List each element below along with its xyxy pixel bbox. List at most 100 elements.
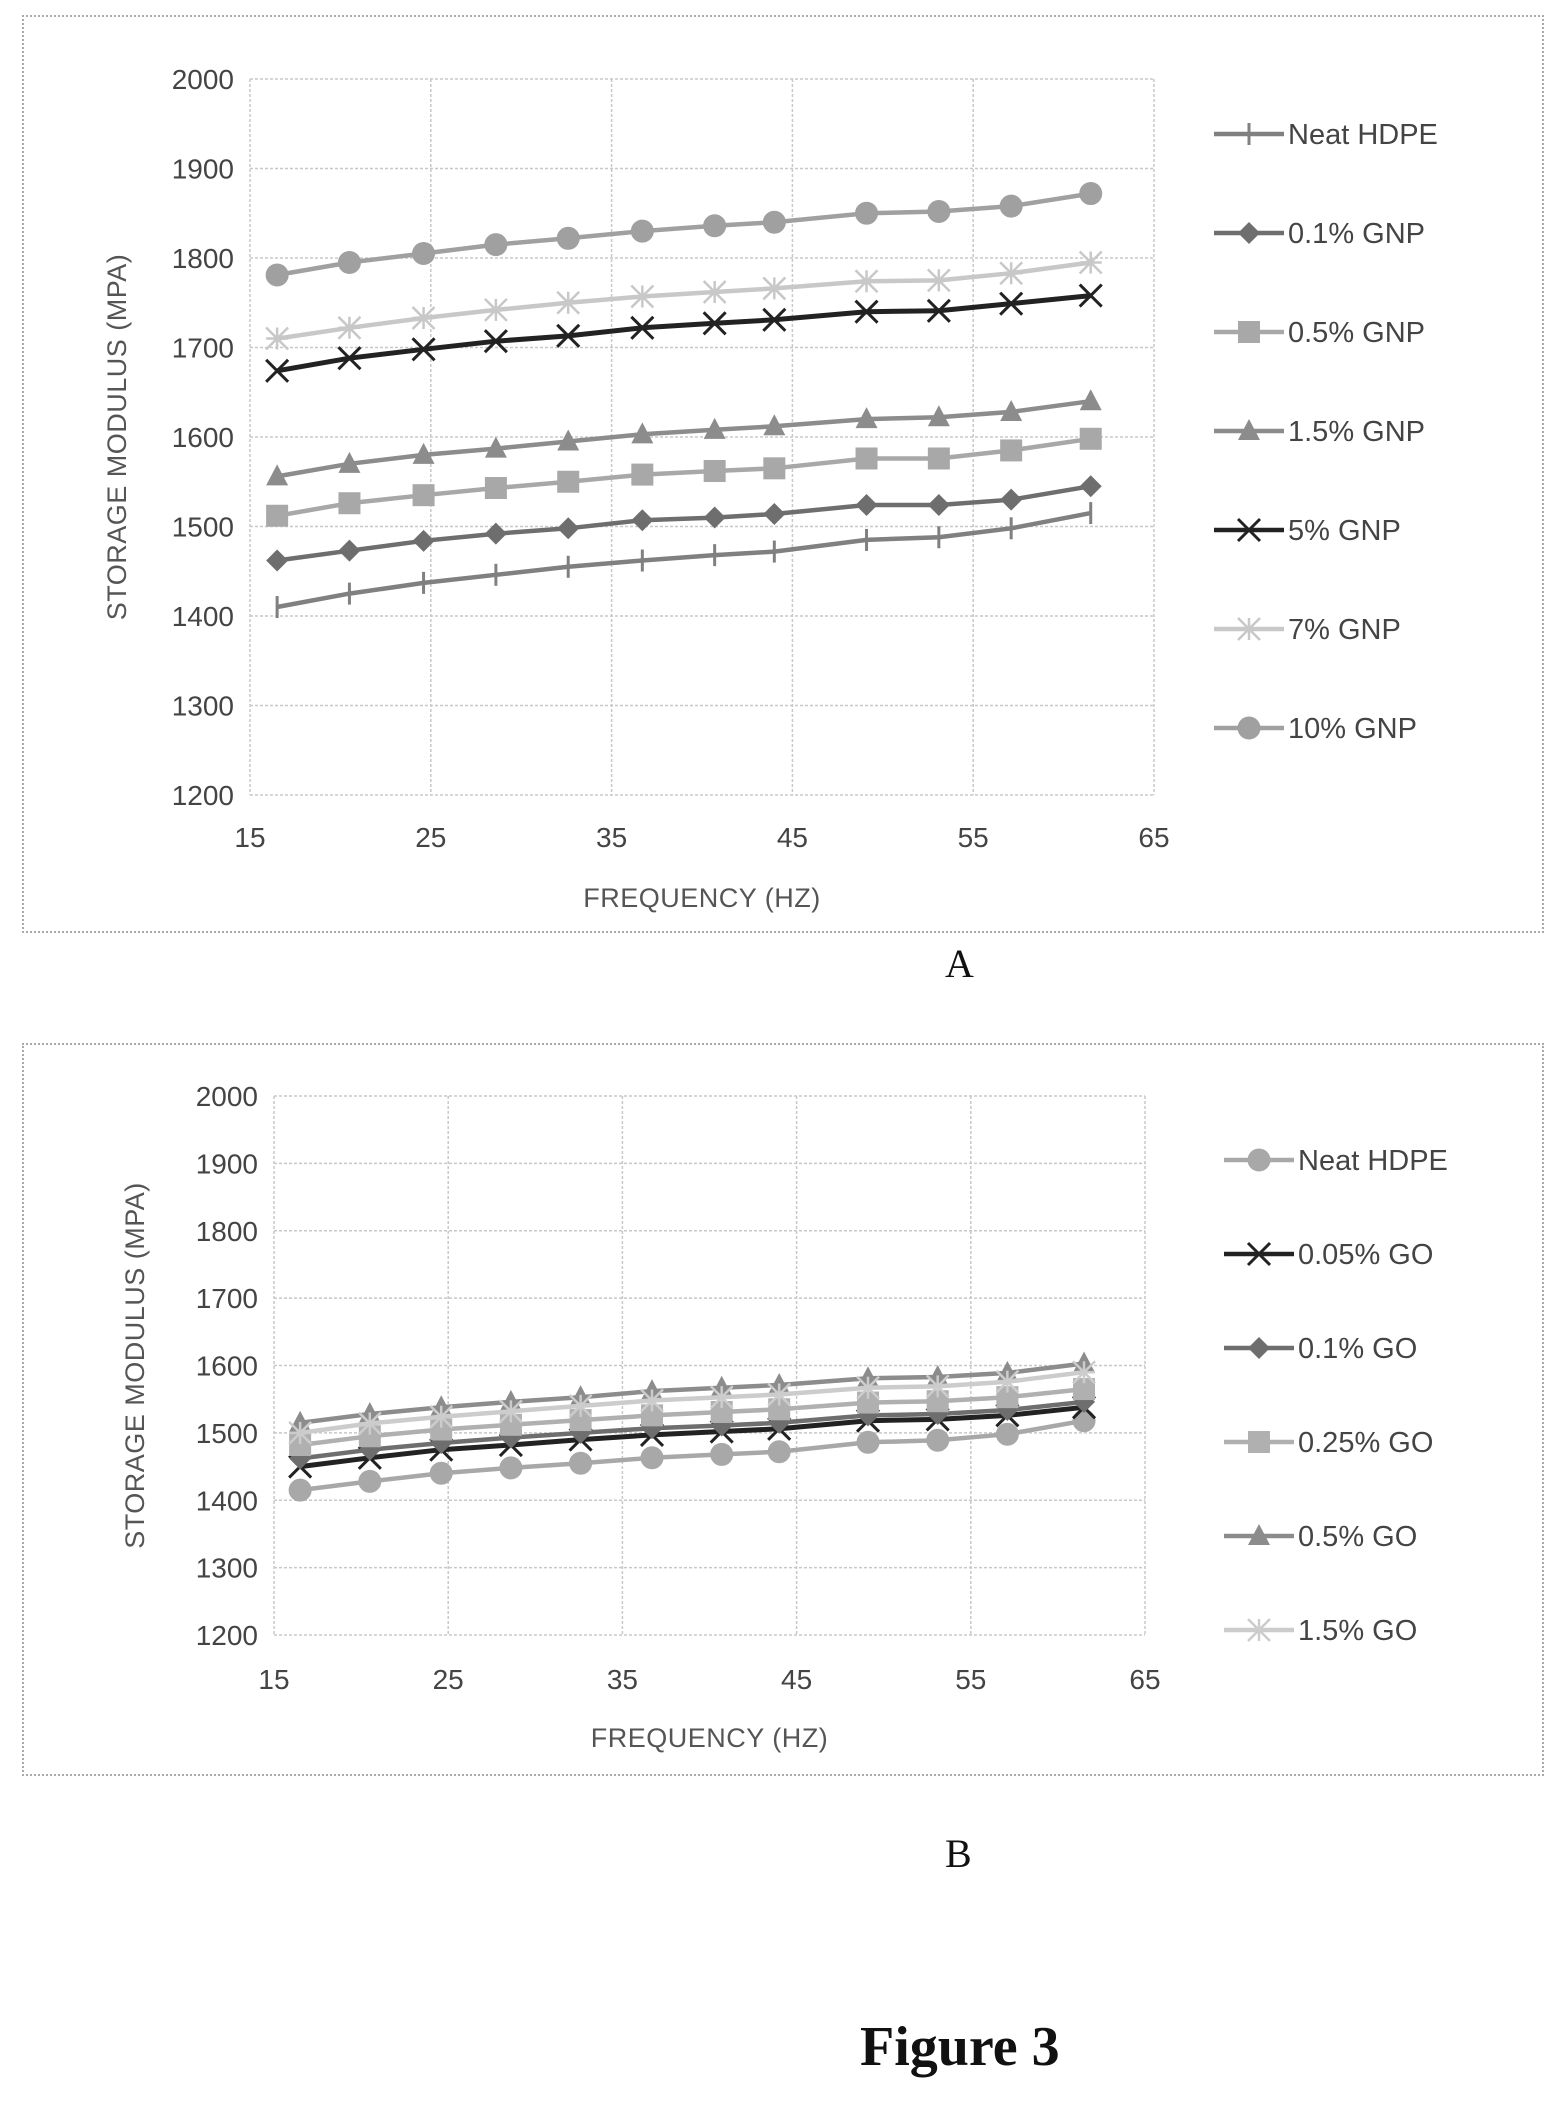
chart-a-data-point <box>484 522 507 545</box>
chart-b-data-point <box>710 1400 733 1423</box>
chart-b-legend-item: Neat HDPE <box>1224 1145 1448 1177</box>
chart-b-legend-marker <box>1246 1241 1272 1267</box>
chart-a-data-point <box>1078 283 1103 308</box>
chart-b-x-axis-title: FREQUENCY (HZ) <box>591 1723 829 1753</box>
chart-b-data-point <box>768 1398 791 1421</box>
chart-a-legend-item: 7% GNP <box>1214 614 1401 646</box>
chart-a-data-point <box>411 306 436 330</box>
chart-b-data-point <box>1072 1360 1096 1385</box>
chart-panel-b: 1200 1300 1400 1500 1600 1700 1800 1900 2000 15 25… <box>22 1043 1544 1776</box>
chart-b-series-line <box>299 1404 1085 1470</box>
chart-a-data-point <box>999 291 1024 316</box>
chart-b-series-line <box>299 1369 1085 1436</box>
chart-b-legend-label: 0.05% GO <box>1298 1239 1433 1271</box>
chart-a-data-point <box>854 269 879 294</box>
chart-a-data-point <box>1000 439 1023 462</box>
chart-b-data-point <box>856 1375 880 1400</box>
chart-a-data-point <box>631 422 654 444</box>
chart-a-series-line <box>276 398 1092 479</box>
chart-a-data-point <box>338 451 361 473</box>
chart-a-data-point <box>266 504 289 527</box>
chart-a-series-line <box>276 436 1092 519</box>
chart-b-data-point <box>1073 1378 1096 1401</box>
chart-b-data-point <box>288 1420 313 1445</box>
chart-a-data-point <box>412 484 435 507</box>
chart-b-x-tick-label: 45 <box>781 1664 812 1695</box>
chart-b-legend-label: 0.25% GO <box>1298 1427 1433 1459</box>
chart-a-legend-label: 5% GNP <box>1288 515 1401 547</box>
chart-a-legend-marker <box>1238 222 1260 244</box>
chart-a-data-point <box>1079 427 1102 450</box>
chart-b-y-tick-label: 1900 <box>196 1148 258 1179</box>
chart-a-data-point <box>484 477 507 500</box>
chart-a-series-1 <box>266 475 1102 572</box>
chart-a-legend-item: 0.5% GNP <box>1214 317 1425 349</box>
chart-a-data-point <box>484 298 508 322</box>
chart-a-data-point <box>411 337 436 362</box>
chart-a-legend: Neat HDPE 0.1% GNP 0.5% GNP 1.5% GNP 5% GNP 7… <box>1214 119 1438 745</box>
chart-a-data-point <box>999 261 1024 286</box>
chart-a-data-point <box>763 502 786 525</box>
chart-a-data-point <box>556 226 580 250</box>
chart-a-data-point <box>412 529 435 552</box>
chart-a-data-point <box>557 517 580 540</box>
chart-a-data-point <box>1078 250 1103 275</box>
chart-a-legend-label: 0.5% GNP <box>1288 317 1425 349</box>
chart-b-legend: Neat HDPE 0.05% GO 0.1% GO 0.25% GO 0.5% GO 1… <box>1224 1145 1448 1647</box>
chart-b-legend-label: Neat HDPE <box>1298 1145 1448 1177</box>
chart-a-data-point <box>631 463 654 486</box>
chart-b-legend-label: 1.5% GO <box>1298 1615 1417 1647</box>
chart-b-legend-item: 0.5% GO <box>1224 1521 1417 1553</box>
chart-a-data-point <box>927 405 950 427</box>
chart-a-data-point <box>855 494 878 517</box>
chart-a-series-line <box>276 510 1092 610</box>
chart-a-data-point <box>927 494 950 517</box>
chart-a-data-point <box>763 414 786 436</box>
chart-a-x-tick-label: 65 <box>1138 822 1169 853</box>
chart-b-data-point <box>925 1374 950 1399</box>
chart-a-y-tick-label: 2000 <box>172 64 234 95</box>
chart-a-data-point <box>556 290 581 315</box>
chart-a-x-tick-label: 55 <box>958 822 989 853</box>
chart-b-data-point <box>358 1469 382 1493</box>
chart-a-y-tick-label: 1600 <box>172 422 234 453</box>
chart-a-y-tick-label: 1900 <box>172 154 234 185</box>
chart-a-legend-item: 10% GNP <box>1214 713 1417 745</box>
chart-a-data-point <box>855 447 878 470</box>
chart-a-data-point <box>557 470 580 493</box>
chart-b-series-3 <box>289 1378 1096 1457</box>
chart-b-data-point <box>767 1440 791 1464</box>
chart-a-data-point <box>927 447 950 470</box>
chart-b-data-point <box>499 1399 523 1424</box>
chart-a-data-point <box>1079 475 1102 498</box>
chart-a-series-line <box>276 260 1092 341</box>
chart-a-series-6 <box>265 182 1103 287</box>
figure-title: Figure 3 <box>860 2016 1060 2078</box>
chart-a-data-point <box>412 242 436 266</box>
chart-a-data-point <box>1079 389 1102 411</box>
chart-a-legend-label: Neat HDPE <box>1288 119 1438 151</box>
chart-b-legend-marker <box>1248 1524 1270 1545</box>
chart-a-series-0 <box>275 502 1093 619</box>
chart-a-data-point <box>926 268 951 293</box>
chart-b-data-point <box>641 1404 664 1427</box>
chart-a-data-point <box>703 417 726 439</box>
chart-b-legend-item: 0.05% GO <box>1224 1239 1433 1271</box>
chart-a-legend-label: 7% GNP <box>1288 614 1401 646</box>
chart-a-data-point <box>702 311 727 336</box>
chart-panel-a: 1200 1300 1400 1500 1600 1700 1800 1900 2000 15 25… <box>22 15 1544 933</box>
chart-b-data-point <box>429 1404 454 1429</box>
chart-b-data-point <box>996 1386 1019 1409</box>
chart-b-data-point <box>856 1430 880 1454</box>
chart-a-x-tick-label: 35 <box>596 822 627 853</box>
panel-a-caption: A <box>945 941 974 986</box>
chart-b-data-point <box>709 1385 734 1410</box>
panel-b-caption: B <box>945 1831 972 1876</box>
chart-b-data-point <box>288 1478 312 1502</box>
chart-a-legend-marker <box>1237 617 1261 641</box>
chart-a-series-line <box>276 191 1092 278</box>
chart-a-legend-label: 0.1% GNP <box>1288 218 1425 250</box>
chart-b-data-point <box>358 1425 381 1448</box>
chart-a-data-point <box>762 276 787 301</box>
chart-b-data-point <box>430 1431 453 1454</box>
